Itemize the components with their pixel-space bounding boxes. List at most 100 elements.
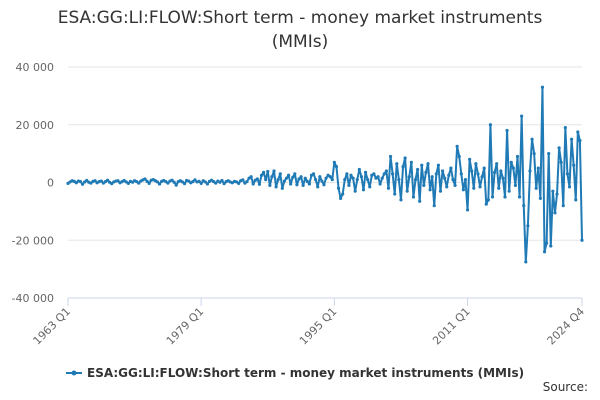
data-point <box>545 241 549 245</box>
data-point <box>409 160 413 164</box>
data-point <box>474 162 478 166</box>
data-point <box>547 152 551 156</box>
data-point <box>193 178 197 182</box>
data-point <box>484 202 488 206</box>
data-point <box>411 195 416 199</box>
data-point <box>511 166 515 170</box>
data-point <box>443 176 447 180</box>
data-point <box>380 176 384 180</box>
data-point <box>565 172 570 176</box>
data-point <box>272 169 276 173</box>
data-point <box>301 183 305 187</box>
data-point <box>328 175 332 179</box>
data-point <box>286 173 291 177</box>
data-point <box>322 183 326 187</box>
data-point <box>407 175 411 179</box>
data-point <box>395 162 399 166</box>
data-point <box>434 172 438 176</box>
data-point <box>391 172 395 176</box>
data-point <box>403 156 407 160</box>
data-point <box>332 160 336 164</box>
data-point <box>105 178 110 182</box>
data-point <box>524 260 528 264</box>
data-point <box>339 196 343 200</box>
data-point <box>363 170 368 174</box>
data-point <box>503 195 507 199</box>
data-point <box>116 179 120 183</box>
data-point <box>520 114 524 118</box>
data-point <box>282 179 287 183</box>
data-point <box>476 172 480 176</box>
data-point <box>249 175 253 179</box>
data-point <box>482 166 486 170</box>
data-point <box>553 211 557 215</box>
data-point <box>538 196 542 200</box>
data-point <box>517 195 522 199</box>
data-point <box>384 169 388 173</box>
data-point <box>416 167 420 172</box>
data-point <box>251 182 255 186</box>
data-point <box>289 182 293 186</box>
data-point <box>563 126 567 130</box>
data-point <box>359 175 364 179</box>
data-point <box>99 179 103 183</box>
data-point <box>486 198 490 202</box>
data-point <box>349 173 353 177</box>
data-point <box>424 170 428 174</box>
data-point <box>561 204 565 208</box>
data-point <box>567 185 572 189</box>
data-point <box>170 178 174 182</box>
legend-marker <box>71 370 77 376</box>
data-point <box>574 198 578 202</box>
data-point <box>366 178 370 182</box>
data-point <box>436 163 441 167</box>
data-point <box>499 169 503 173</box>
data-point <box>388 154 393 159</box>
data-point <box>303 176 307 180</box>
data-point <box>78 180 83 184</box>
data-point <box>440 169 445 173</box>
data-point <box>522 204 526 208</box>
data-point <box>428 188 432 192</box>
data-point <box>126 181 130 185</box>
y-tick-label: 20 000 <box>16 119 55 132</box>
data-point <box>580 238 584 242</box>
data-point <box>488 123 493 127</box>
data-point <box>438 189 443 193</box>
data-point <box>557 146 561 150</box>
data-point <box>401 165 405 169</box>
data-point <box>478 185 482 189</box>
data-point <box>166 181 170 185</box>
data-point <box>432 204 436 208</box>
data-point <box>572 163 576 167</box>
data-point <box>278 172 282 176</box>
data-point <box>376 175 380 179</box>
data-point <box>276 178 280 182</box>
data-point <box>155 180 160 184</box>
data-point <box>540 85 545 89</box>
legend-label: ESA:GG:LI:FLOW:Short term - money market… <box>87 366 524 380</box>
data-point <box>549 244 553 248</box>
data-point <box>336 186 341 190</box>
data-point <box>345 172 349 176</box>
data-point <box>293 172 297 176</box>
data-point <box>299 175 303 179</box>
data-point <box>501 176 505 180</box>
data-point <box>259 173 264 177</box>
data-point <box>559 160 563 164</box>
data-point <box>457 154 461 159</box>
y-tick-label: -20 000 <box>12 234 54 247</box>
data-point <box>513 183 518 187</box>
x-tick-label: 1979 Q1 <box>164 305 207 348</box>
data-point <box>241 178 245 182</box>
data-point <box>245 180 249 184</box>
data-point <box>447 173 451 177</box>
data-point <box>372 172 376 176</box>
data-point <box>199 181 203 185</box>
data-point <box>490 195 495 199</box>
data-point <box>382 172 386 176</box>
data-point <box>314 178 318 182</box>
data-point <box>526 224 530 228</box>
data-point <box>295 183 299 187</box>
